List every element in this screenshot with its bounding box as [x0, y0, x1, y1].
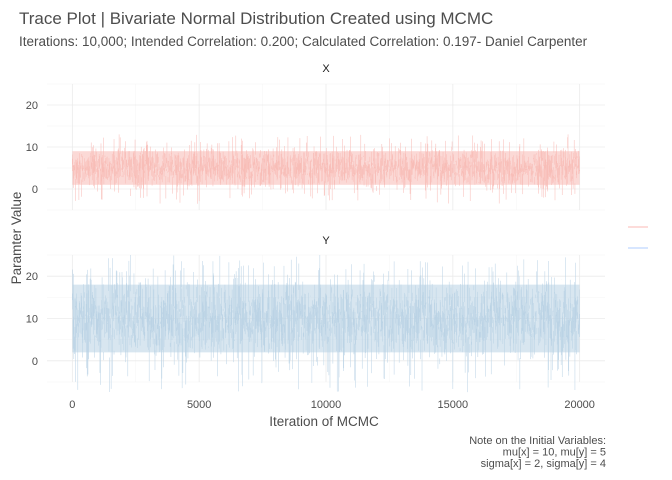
facet-panel-y: Y 0 10 20: [26, 235, 605, 393]
y-axis-title: Paramter Value: [9, 192, 24, 285]
caption-line: mu[x] = 10, mu[y] = 5: [503, 447, 606, 459]
chart-title: Trace Plot | Bivariate Normal Distributi…: [19, 9, 493, 28]
y-tick-label: 20: [26, 271, 38, 283]
facet-panel-x: X 0 10 20: [26, 63, 605, 211]
legend: [628, 226, 648, 249]
trace-band-y: [72, 284, 580, 353]
x-axis: 0 5000 10000 15000 20000: [69, 399, 595, 411]
facet-strip-label: Y: [322, 235, 330, 247]
x-tick-label: 10000: [311, 399, 342, 411]
y-tick-label: 0: [32, 184, 38, 196]
y-tick-label: 20: [26, 100, 38, 112]
x-tick-label: 20000: [564, 399, 595, 411]
y-tick-label: 0: [32, 356, 38, 368]
facet-panels: X 0 10 20 Y 0 10 20: [26, 63, 605, 393]
x-tick-label: 0: [69, 399, 75, 411]
chart-subtitle: Iterations: 10,000; Intended Correlation…: [19, 34, 588, 49]
x-tick-label: 5000: [187, 399, 211, 411]
x-tick-label: 15000: [438, 399, 469, 411]
caption: Note on the Initial Variables:mu[x] = 10…: [469, 435, 606, 470]
caption-line: sigma[x] = 2, sigma[y] = 4: [481, 458, 606, 470]
facet-strip-label: X: [322, 63, 330, 75]
y-tick-label: 10: [26, 142, 38, 154]
x-axis-title: Iteration of MCMC: [269, 414, 379, 429]
y-tick-label: 10: [26, 314, 38, 326]
caption-line: Note on the Initial Variables:: [469, 435, 606, 447]
trace-band-x: [72, 151, 580, 185]
